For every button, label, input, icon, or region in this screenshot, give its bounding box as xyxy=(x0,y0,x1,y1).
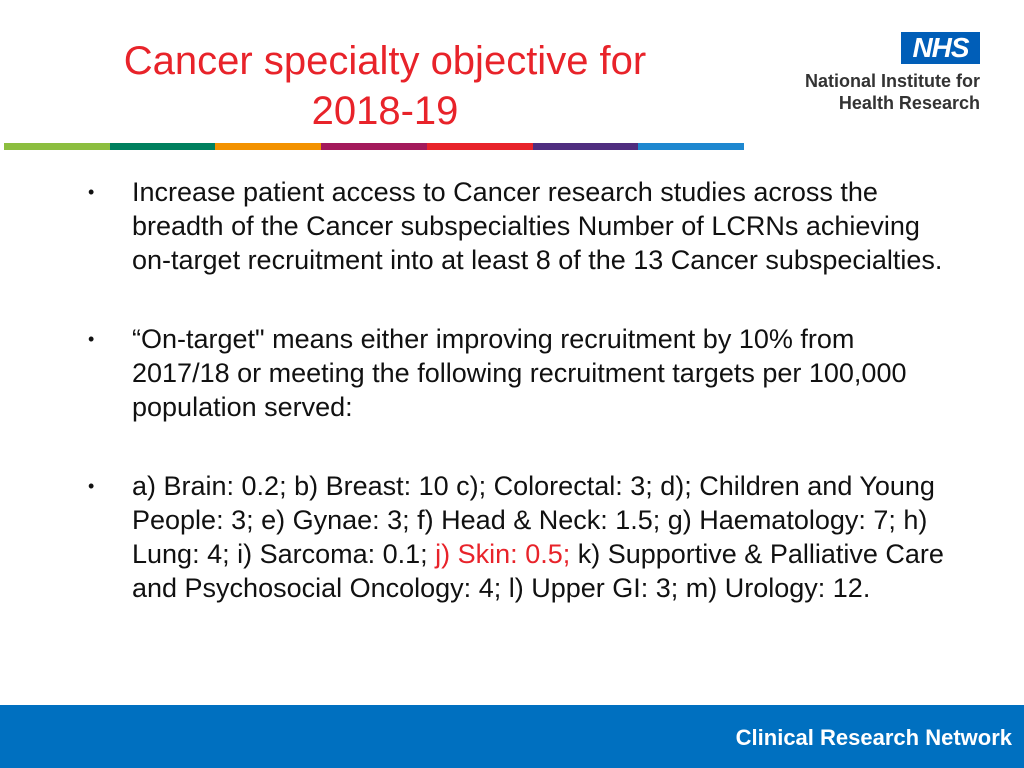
bullet-text-part: k) Supportive & Palliative Care and Psyc… xyxy=(132,539,944,603)
nhs-badge: NHS xyxy=(901,32,980,64)
bullet-item: • “On-target" means either improving rec… xyxy=(88,322,958,424)
stripe-segment xyxy=(426,143,533,150)
stripe-segment xyxy=(321,143,427,150)
bullet-dot: • xyxy=(88,182,95,202)
bullet-text: Increase patient access to Cancer resear… xyxy=(132,177,943,275)
color-stripe xyxy=(4,143,745,150)
title-line-1: Cancer specialty objective for xyxy=(123,39,647,83)
highlighted-target: j) Skin: 0.5; xyxy=(435,539,571,569)
stripe-segment xyxy=(532,143,639,150)
logo-line-1: National Institute for xyxy=(805,71,980,91)
title-line-2: 2018-19 xyxy=(311,89,459,133)
logo-line-2: Health Research xyxy=(838,93,980,113)
stripe-segment xyxy=(4,143,110,150)
stripe-segment xyxy=(215,143,322,150)
footer-label: Clinical Research Network xyxy=(735,725,1012,750)
bullet-list: • Increase patient access to Cancer rese… xyxy=(88,175,958,650)
bullet-item: • Increase patient access to Cancer rese… xyxy=(88,175,958,277)
stripe-segment xyxy=(109,143,216,150)
stripe-segment xyxy=(638,143,745,150)
bullet-dot: • xyxy=(88,476,95,496)
bullet-text-part: a) Brain: 0.2; b) Breast: 10 c); Colorec… xyxy=(132,471,935,569)
bullet-text: “On-target" means either improving recru… xyxy=(132,324,907,422)
bullet-item: • a) Brain: 0.2; b) Breast: 10 c); Color… xyxy=(88,469,958,605)
nihr-logo: NHS National Institute for Health Resear… xyxy=(756,32,986,122)
bullet-dot: • xyxy=(88,329,95,349)
page-title: Cancer specialty objective for 2018-19 xyxy=(60,36,710,136)
logo-text: National Institute for Health Research xyxy=(805,70,980,114)
footer-bar: Clinical Research Network xyxy=(0,705,1024,768)
